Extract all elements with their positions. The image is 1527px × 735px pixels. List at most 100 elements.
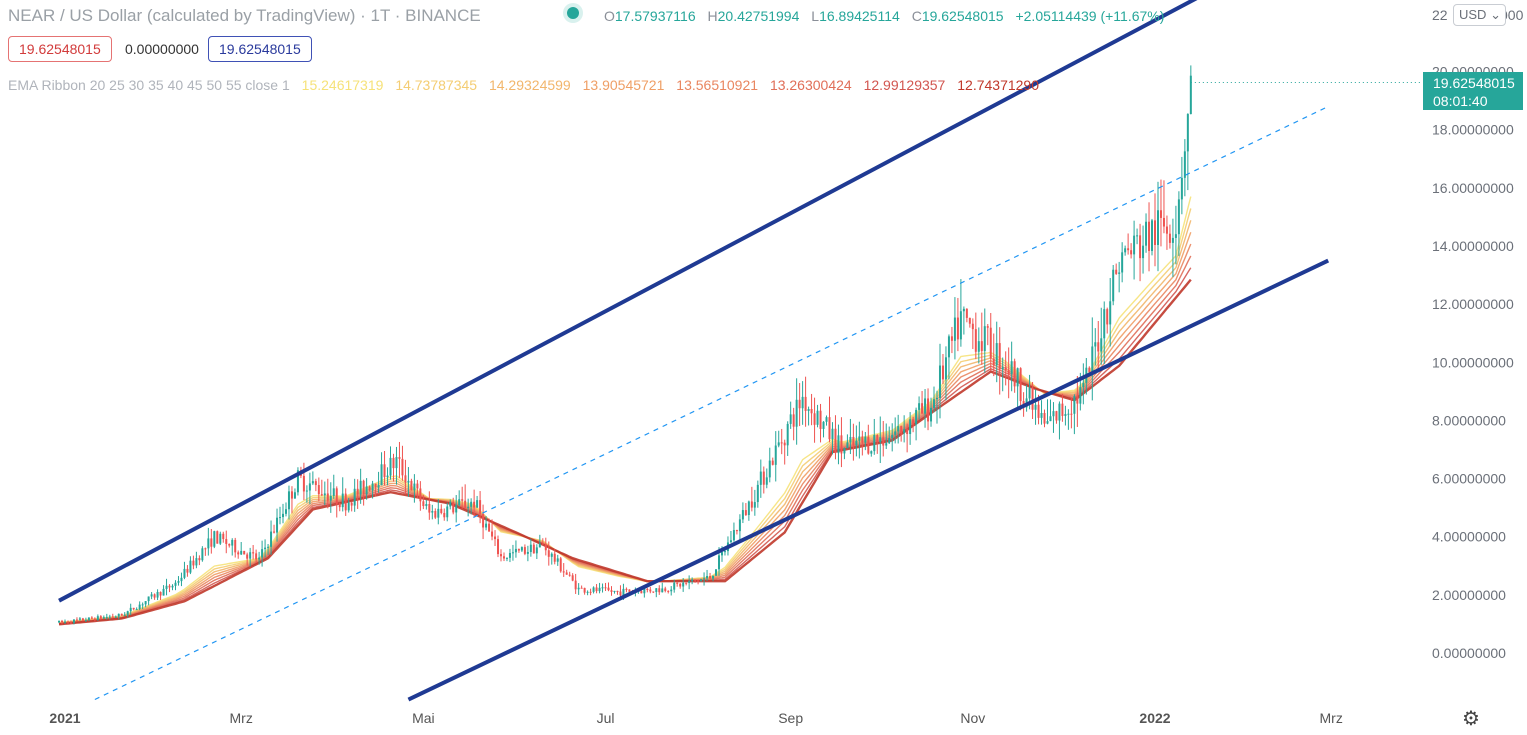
candle-body (258, 557, 261, 560)
candle-body (909, 419, 912, 435)
candle-body (864, 436, 867, 443)
ema-ribbon-legend[interactable]: EMA Ribbon 20 25 30 35 40 45 50 55 close… (8, 77, 1047, 93)
ema-ribbon-line (58, 208, 1192, 624)
x-tick-label: Sep (778, 710, 803, 726)
candle-body (643, 588, 646, 594)
candle-body (494, 536, 497, 540)
candle-body (891, 434, 894, 439)
candle-body (413, 483, 416, 491)
x-tick-label: Nov (960, 710, 985, 726)
candle-body (762, 471, 765, 485)
candle-body (986, 326, 989, 328)
candle-body (535, 547, 538, 554)
candle-body (305, 490, 308, 492)
candle-body (571, 575, 574, 581)
channel-midline (94, 105, 1329, 701)
ema-value-5: 13.56510921 (676, 77, 759, 93)
candle-body (804, 396, 807, 411)
candle-body (673, 582, 676, 590)
candle-body (807, 409, 810, 411)
candle-body (502, 556, 505, 559)
candle-body (646, 588, 649, 590)
candle-body (661, 588, 664, 593)
candle-body (706, 575, 709, 579)
close-value: 19.62548015 (921, 8, 1004, 24)
candle-body (96, 616, 99, 621)
buy-price-box[interactable]: 19.62548015 (208, 36, 312, 62)
candle-body (341, 493, 344, 508)
candle-body (1186, 114, 1189, 152)
sell-price-box[interactable]: 19.62548015 (8, 36, 112, 62)
candle-body (302, 475, 305, 492)
x-tick-label: Mrz (1320, 710, 1343, 726)
candle-body (968, 317, 971, 324)
candle-body (616, 590, 619, 592)
candle-body (1162, 217, 1165, 227)
market-open-status-icon (567, 7, 579, 19)
ema-ribbon-line (58, 255, 1192, 625)
candle-body (1037, 404, 1040, 418)
candle-body (1165, 226, 1168, 234)
candle-body (729, 540, 732, 543)
candle-body (201, 548, 204, 561)
candle-body (311, 481, 314, 484)
ema-ribbon-line (58, 231, 1192, 624)
candle-body (849, 436, 852, 443)
candle-body (1133, 235, 1136, 255)
spread-value: 0.00000000 (118, 36, 206, 62)
y-tick-label: 12.00000000 (1432, 296, 1514, 312)
currency-selector[interactable]: USD ⌄ (1453, 4, 1506, 26)
candle-body (613, 590, 616, 592)
candle-body (998, 343, 1001, 370)
ema-value-7: 12.99129357 (863, 77, 946, 93)
candle-body (900, 426, 903, 434)
candle-body (90, 617, 93, 619)
candle-body (903, 429, 906, 434)
candle-body (162, 588, 165, 596)
candle-body (422, 501, 425, 507)
candle-body (470, 501, 473, 507)
candle-body (628, 589, 631, 592)
candle-body (831, 428, 834, 440)
y-tick-label: 6.00000000 (1432, 471, 1506, 487)
candle-body (287, 491, 290, 510)
candle-body (461, 499, 464, 501)
gear-icon[interactable]: ⚙ (1462, 708, 1480, 730)
candle-body (1109, 301, 1112, 325)
candle-body (284, 509, 287, 514)
candle-body (723, 551, 726, 553)
candle-body (371, 483, 374, 491)
candle-body (912, 419, 915, 425)
candle-body (1180, 177, 1183, 200)
candle-body (664, 588, 667, 591)
candle-body (577, 587, 580, 590)
candle-body (356, 488, 359, 495)
candle-body (870, 451, 873, 454)
candle-body (980, 341, 983, 352)
candle-body (1028, 387, 1031, 399)
candle-body (237, 552, 240, 555)
candle-body (658, 588, 661, 593)
candle-body (508, 552, 511, 558)
candle-body (183, 568, 186, 578)
candle-body (123, 614, 126, 616)
candle-body (326, 493, 329, 501)
candle-body (75, 619, 78, 621)
candle-body (786, 423, 789, 446)
candle-body (691, 579, 694, 582)
candle-body (688, 581, 691, 583)
x-tick-label: Mai (412, 710, 435, 726)
candle-body (995, 343, 998, 366)
candle-body (813, 413, 816, 425)
candle-body (756, 484, 759, 503)
candle-body (81, 618, 84, 621)
candle-body (126, 611, 129, 615)
candle-body (768, 460, 771, 478)
candle-body (1115, 269, 1118, 274)
candle-body (1082, 382, 1085, 388)
candle-body (652, 591, 655, 593)
candle-body (780, 442, 783, 444)
candle-body (750, 501, 753, 508)
candle-body (1034, 404, 1037, 410)
